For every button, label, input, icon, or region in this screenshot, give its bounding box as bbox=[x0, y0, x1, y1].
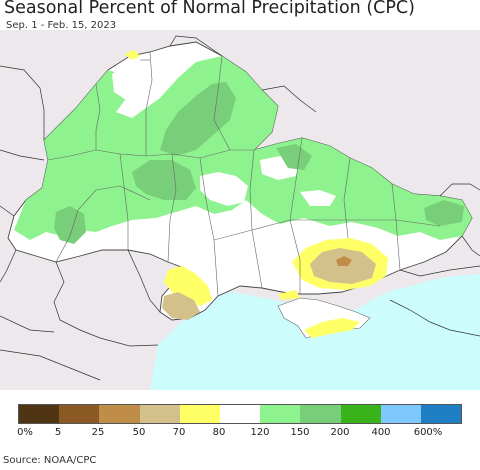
legend-swatch-0 bbox=[19, 405, 60, 423]
legend-label-7: 150 bbox=[290, 427, 310, 438]
mid-green-east bbox=[276, 144, 312, 170]
legend-label-4: 70 bbox=[172, 427, 186, 438]
color-legend bbox=[18, 404, 462, 424]
legend-label-5: 80 bbox=[212, 427, 226, 438]
legend-swatch-10 bbox=[420, 405, 462, 423]
legend-label-0: 0% bbox=[17, 427, 33, 438]
legend-swatch-5 bbox=[219, 405, 261, 423]
precipitation-map bbox=[0, 30, 480, 390]
mid-green-far-east bbox=[424, 200, 464, 226]
yellow-black-sea-north bbox=[278, 290, 300, 300]
light-green-north bbox=[14, 56, 472, 240]
normal-patch-kyiv bbox=[200, 172, 248, 206]
legend-swatch-2 bbox=[99, 405, 140, 423]
yellow-odesa bbox=[164, 266, 212, 306]
legend-swatch-3 bbox=[139, 405, 180, 423]
brown-spot bbox=[336, 256, 352, 266]
oblast-boundaries bbox=[47, 51, 441, 297]
legend-label-3: 50 bbox=[132, 427, 146, 438]
map-date-range: Sep. 1 - Feb. 15, 2023 bbox=[6, 20, 117, 31]
black-sea bbox=[150, 274, 480, 390]
legend-swatch-1 bbox=[59, 405, 100, 423]
legend-swatch-4 bbox=[179, 405, 220, 423]
legend-label-10: 600% bbox=[413, 427, 443, 438]
tan-odesa bbox=[162, 292, 200, 320]
legend-swatch-9 bbox=[380, 405, 421, 423]
legend-swatch-7 bbox=[300, 405, 341, 423]
legend-label-8: 200 bbox=[330, 427, 350, 438]
legend-label-1: 5 bbox=[54, 427, 62, 438]
map-title: Seasonal Percent of Normal Precipitation… bbox=[4, 0, 415, 18]
legend-swatch-6 bbox=[260, 405, 301, 423]
legend-label-9: 400 bbox=[371, 427, 391, 438]
legend-label-6: 120 bbox=[250, 427, 270, 438]
legend-label-2: 25 bbox=[91, 427, 105, 438]
legend-swatch-8 bbox=[340, 405, 381, 423]
country-borders bbox=[0, 35, 480, 381]
data-source: Source: NOAA/CPC bbox=[3, 455, 97, 466]
legend-labels: 0% 5 25 50 70 80 120 150 200 400 600% bbox=[0, 427, 480, 441]
normal-patch-east bbox=[300, 190, 336, 206]
mid-green-west-central bbox=[132, 160, 196, 200]
crimea-yellow bbox=[304, 318, 360, 338]
normal-patch-north bbox=[112, 60, 168, 100]
mid-green-west bbox=[54, 206, 86, 244]
yellow-north-spot bbox=[124, 50, 140, 60]
mid-green-north bbox=[160, 82, 236, 156]
